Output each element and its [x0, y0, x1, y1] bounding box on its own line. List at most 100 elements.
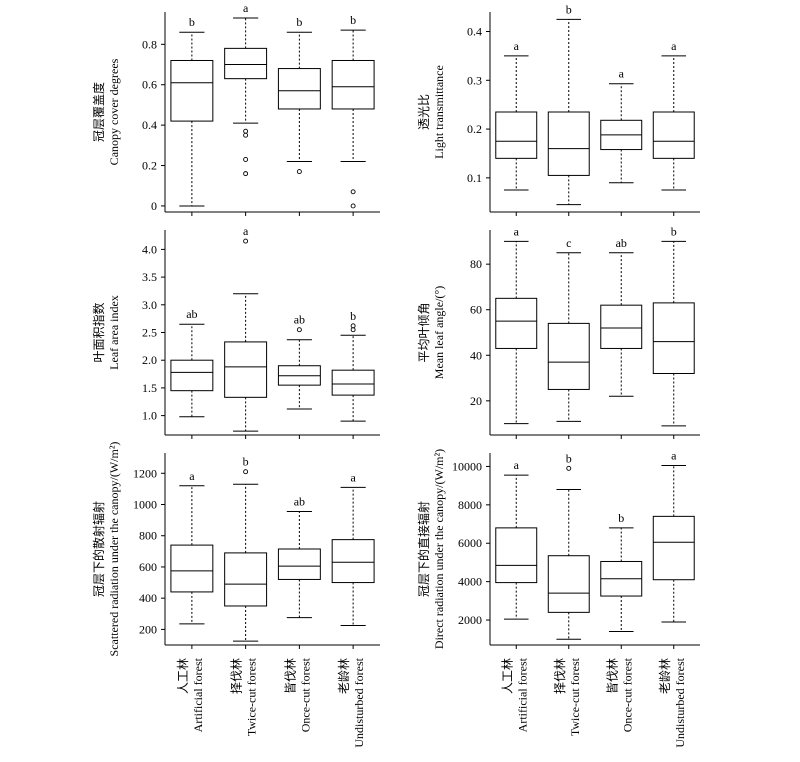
panel-5-box — [277, 548, 321, 580]
panel-6-sig-letter: b — [566, 451, 572, 465]
panel-3-ytick-label: 2.0 — [142, 353, 157, 367]
panel-1-sig-letter: b — [350, 13, 356, 27]
panel-6-sig-letter: b — [618, 511, 624, 525]
panel-4-box — [547, 322, 590, 390]
panel-4-ytick-label: 20 — [470, 394, 482, 408]
panel-2-ytick-label: 0.3 — [467, 73, 482, 87]
panel-4-ylabel-en: Mean leaf angle/(°) — [432, 286, 446, 379]
panel-4-ytick-label: 80 — [470, 257, 482, 271]
panel-1-box — [331, 59, 375, 110]
panel-6-box — [547, 555, 590, 613]
panel-5-ytick-label: 1200 — [133, 466, 157, 480]
panel-3-outlier — [350, 327, 356, 333]
panel-6-ylabel-en: Direct radiation under the canopy/(W/m²) — [432, 449, 446, 649]
panel-2-sig-letter: a — [619, 67, 625, 81]
panel-6-sig-letter: a — [514, 458, 520, 472]
panel-2-box — [547, 111, 590, 176]
panel-4-sig-letter: b — [671, 224, 677, 238]
panel-6-ytick-label: 6000 — [458, 536, 482, 550]
panel-5-sig-letter: ab — [294, 495, 305, 509]
panel-2-sig-letter: a — [671, 39, 677, 53]
panel-4-ytick-label: 40 — [470, 348, 482, 362]
panel-1-outlier — [243, 128, 249, 134]
panel-1-sig-letter: b — [189, 15, 195, 29]
panel-4-sig-letter: ab — [616, 236, 627, 250]
panel-5-ytick-label: 1000 — [133, 498, 157, 512]
panel-6-box — [652, 515, 695, 581]
category-label-en: Twice-cut forest — [568, 657, 582, 736]
category-label-zh: 择伐林 — [553, 658, 567, 694]
panel-5-ytick-label: 600 — [139, 560, 157, 574]
category-label-zh: 老龄林 — [658, 658, 672, 694]
panel-3-sig-letter: ab — [294, 313, 305, 327]
panel-5-sig-letter: a — [350, 470, 356, 484]
panel-5-ytick-label: 200 — [139, 622, 157, 636]
category-label-en: Once-cut forest — [620, 657, 634, 732]
panel-4-ytick-label: 60 — [470, 303, 482, 317]
panel-4-ylabel-zh: 平均叶倾角 — [417, 302, 431, 362]
panel-2-sig-letter: a — [514, 39, 520, 53]
panel-1-outlier — [296, 169, 302, 175]
panel-3-sig-letter: ab — [186, 307, 197, 321]
panel-1-ytick-label: 0.6 — [142, 78, 157, 92]
category-label-en: Twice-cut forest — [245, 657, 259, 736]
panel-2-sig-letter: b — [566, 2, 572, 16]
panel-2-ytick-label: 0.4 — [467, 25, 482, 39]
panel-6-ytick-label: 10000 — [452, 459, 482, 473]
panel-6-ytick-label: 8000 — [458, 498, 482, 512]
panel-3-outlier — [350, 323, 356, 329]
panel-3-box — [224, 341, 268, 398]
panel-6-ytick-label: 4000 — [458, 575, 482, 589]
category-label-zh: 择伐林 — [230, 658, 244, 694]
panel-4-box — [495, 297, 538, 349]
panel-4-box — [600, 304, 643, 349]
panel-1-ytick-label: 0.4 — [142, 118, 157, 132]
panel-1-box — [277, 68, 321, 110]
panel-6-sig-letter: a — [671, 448, 677, 462]
panel-2-box — [652, 111, 695, 159]
category-label-en: Undisturbed forest — [673, 657, 687, 747]
panel-3-box — [170, 359, 214, 392]
panel-3-sig-letter: a — [243, 224, 249, 238]
panel-3-ylabel-zh: 叶面积指数 — [91, 302, 106, 362]
panel-6-box — [495, 527, 538, 584]
category-label-en: Once-cut forest — [298, 657, 312, 732]
panel-3-ytick-label: 1.0 — [142, 409, 157, 423]
panel-1-outlier — [243, 171, 249, 177]
panel-1-ylabel-zh: 冠层覆盖度 — [91, 82, 106, 142]
category-label-zh: 人工林 — [500, 658, 514, 694]
category-label-en: Undisturbed forest — [352, 657, 366, 747]
panel-1-outlier — [243, 132, 249, 138]
category-label-zh: 皆伐林 — [605, 658, 619, 694]
panel-5-outlier — [243, 469, 249, 475]
category-label-zh: 人工林 — [176, 658, 190, 694]
panel-1-sig-letter: b — [296, 15, 302, 29]
panel-6-ylabel-zh: 冠层下的直接辐射 — [416, 501, 431, 597]
panel-5-ytick-label: 400 — [139, 591, 157, 605]
panel-1-ylabel-en: Canopy cover degrees — [107, 58, 121, 165]
panel-3-ytick-label: 1.5 — [142, 381, 157, 395]
panel-3-box — [331, 369, 375, 396]
panel-1-outlier — [350, 189, 356, 195]
panel-1-box — [170, 59, 214, 122]
panel-6-ytick-label: 2000 — [458, 613, 482, 627]
panel-2-ytick-label: 0.2 — [467, 122, 482, 136]
panel-5-sig-letter: a — [189, 469, 195, 483]
panel-3-ytick-label: 4.0 — [142, 242, 157, 256]
panel-5-ylabel-en: Scattered radiation under the canopy/(W/… — [107, 442, 121, 657]
panel-1-sig-letter: a — [243, 1, 249, 15]
panel-1-box — [224, 47, 268, 80]
panel-6-outlier — [566, 465, 572, 471]
panel-5-ytick-label: 800 — [139, 529, 157, 543]
panel-3-ytick-label: 2.5 — [142, 326, 157, 340]
panel-3-ytick-label: 3.5 — [142, 270, 157, 284]
panel-3-sig-letter: b — [350, 309, 356, 323]
panel-5-ylabel-zh: 冠层下的散射辐射 — [91, 501, 106, 597]
panel-1-ytick-label: 0.8 — [142, 37, 157, 51]
panel-2-ylabel-en: Light transmittance — [432, 65, 446, 159]
panel-4-box — [652, 302, 695, 374]
category-label-zh: 老龄林 — [337, 658, 351, 694]
panel-1-outlier — [243, 157, 249, 162]
panel-2-ytick-label: 0.1 — [467, 171, 482, 185]
